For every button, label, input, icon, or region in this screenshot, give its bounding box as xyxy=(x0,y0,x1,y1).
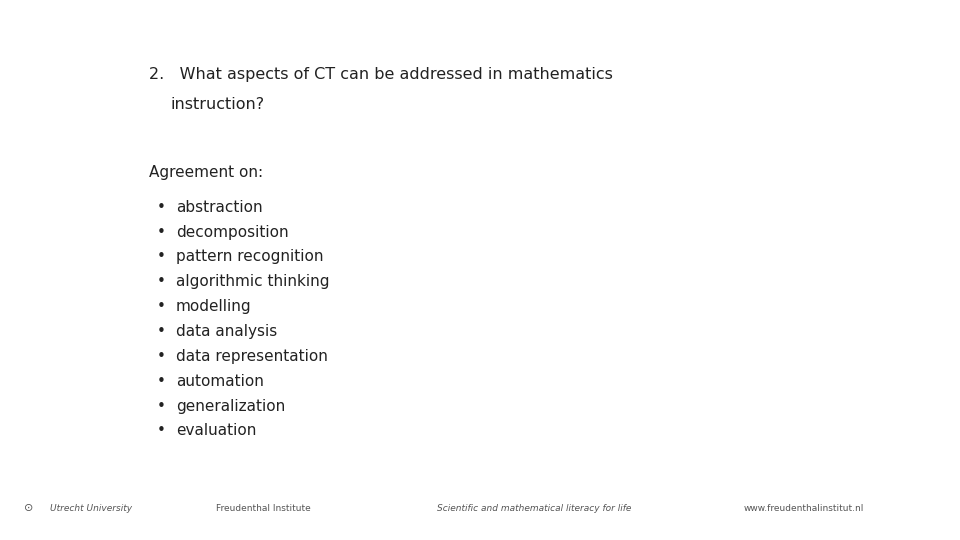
Text: algorithmic thinking: algorithmic thinking xyxy=(176,274,329,289)
Text: Freudenthal Institute: Freudenthal Institute xyxy=(216,504,311,513)
Text: abstraction: abstraction xyxy=(176,200,262,215)
Text: generalization: generalization xyxy=(176,399,285,414)
Text: •: • xyxy=(156,374,166,389)
Text: automation: automation xyxy=(176,374,264,389)
Text: data representation: data representation xyxy=(176,349,327,364)
Text: Agreement on:: Agreement on: xyxy=(149,165,263,180)
Text: 2.   What aspects of CT can be addressed in mathematics: 2. What aspects of CT can be addressed i… xyxy=(149,68,612,83)
Text: •: • xyxy=(156,200,166,215)
Text: •: • xyxy=(156,225,166,240)
Text: •: • xyxy=(156,274,166,289)
Text: •: • xyxy=(156,423,166,438)
Text: Scientific and mathematical literacy for life: Scientific and mathematical literacy for… xyxy=(437,504,631,513)
Text: ⊙: ⊙ xyxy=(24,503,34,513)
Text: decomposition: decomposition xyxy=(176,225,288,240)
Text: www.freudenthalinstitut.nl: www.freudenthalinstitut.nl xyxy=(744,504,864,513)
Text: Utrecht University: Utrecht University xyxy=(50,504,132,513)
Text: •: • xyxy=(156,399,166,414)
Text: data analysis: data analysis xyxy=(176,324,276,339)
Text: instruction?: instruction? xyxy=(171,97,265,112)
Text: •: • xyxy=(156,324,166,339)
Text: •: • xyxy=(156,249,166,265)
Text: •: • xyxy=(156,349,166,364)
Text: evaluation: evaluation xyxy=(176,423,256,438)
Text: modelling: modelling xyxy=(176,299,252,314)
Text: •: • xyxy=(156,299,166,314)
Text: pattern recognition: pattern recognition xyxy=(176,249,324,265)
